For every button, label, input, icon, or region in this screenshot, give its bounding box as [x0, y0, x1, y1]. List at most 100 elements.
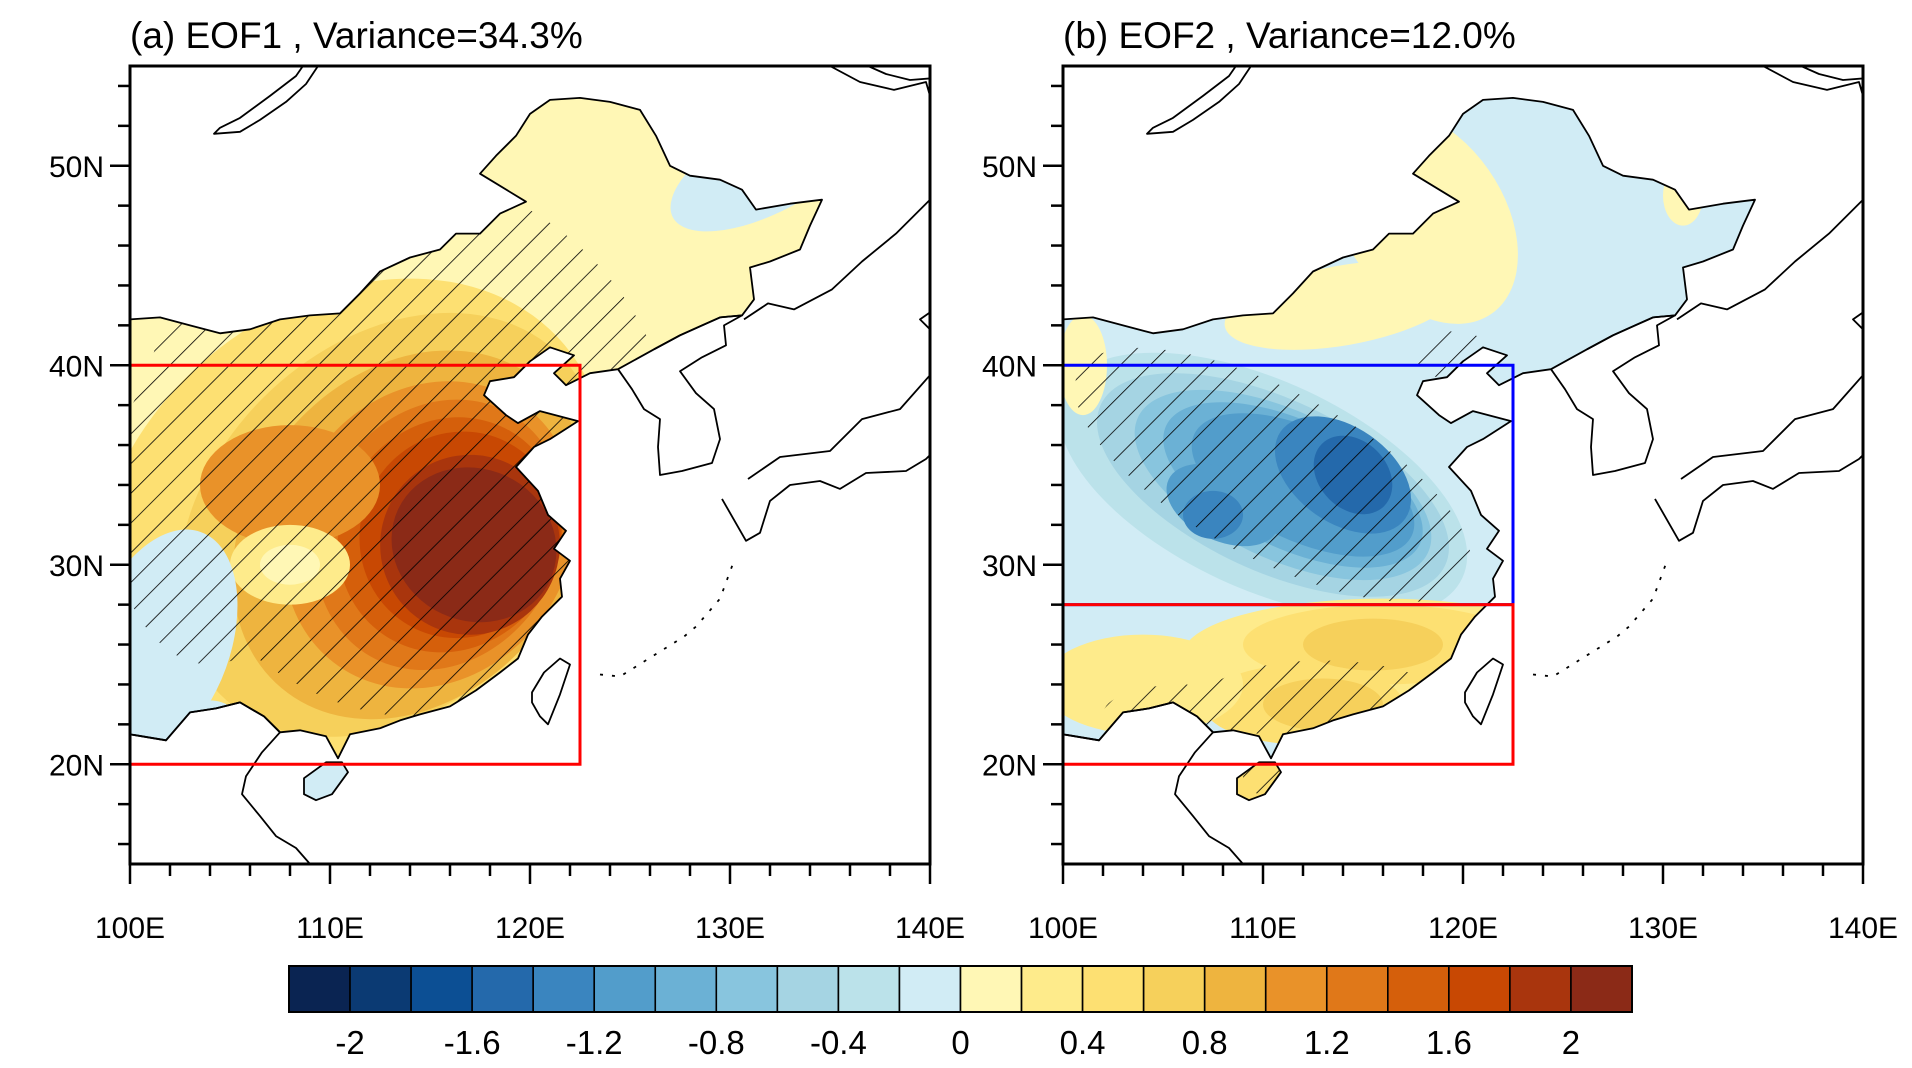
- colorbar-label: 1.6: [1426, 1024, 1472, 1061]
- colorbar-box: [1020, 965, 1084, 1013]
- contour-fill: [180, 700, 240, 749]
- china-coastline: [130, 97, 823, 760]
- colorbar-box: [532, 965, 596, 1013]
- contour-fill: [1183, 201, 1223, 250]
- indochina-coastline: [1063, 701, 1244, 864]
- contour-fill: [346, 135, 394, 176]
- contour-fill: [1663, 165, 1703, 226]
- colorbar-box: [959, 965, 1023, 1013]
- colorbar-label: -1.6: [444, 1024, 501, 1061]
- hainan-fill: [304, 762, 348, 801]
- panel-a-title: (a) EOF1 , Variance=34.3%: [130, 15, 583, 56]
- panel-a-axes: 100E 110E 120E 130E 140E 20N 30N 40N 50N: [49, 84, 965, 945]
- x-tick-label: 140E: [1828, 912, 1898, 945]
- panel-a-coastline: [130, 66, 930, 864]
- colorbar-label: 1.2: [1304, 1024, 1350, 1061]
- y-tick-label: 20N: [982, 749, 1037, 782]
- colorbar-label: -2: [335, 1024, 364, 1061]
- vietnam-coastline: [310, 863, 311, 864]
- y-tick-label: 30N: [982, 550, 1037, 583]
- panel-b-region-boxes: [1063, 363, 1515, 766]
- colorbar-box: [410, 965, 473, 1013]
- colorbar-box: [715, 965, 779, 1013]
- y-tick-label: 20N: [49, 749, 104, 782]
- lake-baikal-outline: [1146, 66, 1253, 135]
- japan-sea-coastline: [1680, 374, 1863, 480]
- colorbar-box: [1264, 965, 1328, 1013]
- panel-a-map: [130, 66, 930, 864]
- region-box-2: [1063, 603, 1515, 766]
- colorbar-box: [654, 965, 718, 1013]
- korea-coastline: [617, 314, 743, 476]
- panel-b-coastline: [1063, 66, 1863, 864]
- colorbar-box: [837, 965, 901, 1013]
- hainan-coastline: [303, 761, 349, 802]
- x-tick-label: 120E: [495, 912, 565, 945]
- y-tick-label: 40N: [982, 350, 1037, 383]
- panel-b-map: [1063, 66, 1863, 864]
- japan-coastline: [1654, 454, 1863, 542]
- x-tick-label: 100E: [95, 912, 165, 945]
- colorbar-box: [1203, 965, 1267, 1013]
- colorbar-frame: [288, 965, 1633, 1013]
- contour-fill: [630, 97, 690, 124]
- taiwan-coastline: [531, 657, 571, 726]
- okhotsk-coastline: [867, 66, 930, 81]
- colorbar-label: 2: [1562, 1024, 1580, 1061]
- y-tick-label: 40N: [49, 350, 104, 383]
- china-coastline: [1063, 97, 1756, 760]
- x-tick-label: 130E: [695, 912, 765, 945]
- colorbar-label: -1.2: [566, 1024, 623, 1061]
- x-tick-label: 140E: [895, 912, 965, 945]
- japan-sea-coastline: [747, 374, 930, 480]
- contour-fill: [1203, 255, 1323, 316]
- hokkaido-coastline: [1852, 255, 1863, 330]
- panel-a-region-boxes: [130, 363, 582, 766]
- colorbar-box: [1081, 965, 1145, 1013]
- russia-coastline: [1676, 66, 1863, 321]
- vietnam-coastline: [1243, 863, 1244, 864]
- y-tick-label: 50N: [982, 151, 1037, 184]
- panel-b-axes: 100E 110E 120E 130E 140E 20N 30N 40N 50N: [982, 84, 1898, 945]
- land-base-fill: [1063, 97, 1755, 759]
- lake-baikal-outline: [213, 66, 320, 135]
- colorbar-label: 0: [951, 1024, 969, 1061]
- ryukyu-islands: [599, 560, 735, 678]
- colorbar-box: [1448, 965, 1511, 1013]
- contour-fill: [1303, 618, 1443, 671]
- ryukyu-islands: [1532, 560, 1668, 678]
- x-tick-label: 120E: [1428, 912, 1498, 945]
- x-tick-label: 110E: [296, 912, 364, 945]
- colorbar-box: [1325, 965, 1389, 1013]
- colorbar-label: -0.4: [810, 1024, 867, 1061]
- indochina-coastline: [130, 701, 311, 864]
- colorbar-box: [1387, 965, 1450, 1013]
- colorbar-box: [471, 965, 534, 1013]
- colorbar-label: 0.8: [1182, 1024, 1228, 1061]
- korea-coastline: [1550, 314, 1676, 476]
- hainan-coastline: [1236, 761, 1282, 802]
- region-box-1: [130, 363, 582, 766]
- hokkaido-coastline: [919, 255, 930, 330]
- colorbar-label: -0.8: [688, 1024, 745, 1061]
- sakhalin-coastline: [1862, 223, 1863, 226]
- colorbar-box: [288, 965, 351, 1013]
- x-tick-label: 130E: [1628, 912, 1698, 945]
- colorbar-box: [1570, 965, 1633, 1013]
- x-tick-label: 100E: [1028, 912, 1098, 945]
- colorbar-label: 0.4: [1060, 1024, 1106, 1061]
- colorbar-box: [1142, 965, 1206, 1013]
- x-tick-label: 110E: [1229, 912, 1297, 945]
- y-tick-label: 50N: [49, 151, 104, 184]
- colorbar-box: [898, 965, 962, 1013]
- colorbar-box: [593, 965, 657, 1013]
- sakhalin-coastline: [929, 223, 930, 226]
- colorbar-box: [776, 965, 840, 1013]
- colorbar-box: [1509, 965, 1572, 1013]
- colorbar: -2 -1.6 -1.2 -0.8 -0.4 0 0.4 0.8 1.2 1.6 2: [288, 965, 1633, 1061]
- taiwan-coastline: [1464, 657, 1504, 726]
- colorbar-box: [349, 965, 412, 1013]
- y-tick-label: 30N: [49, 550, 104, 583]
- russia-coastline: [743, 66, 930, 321]
